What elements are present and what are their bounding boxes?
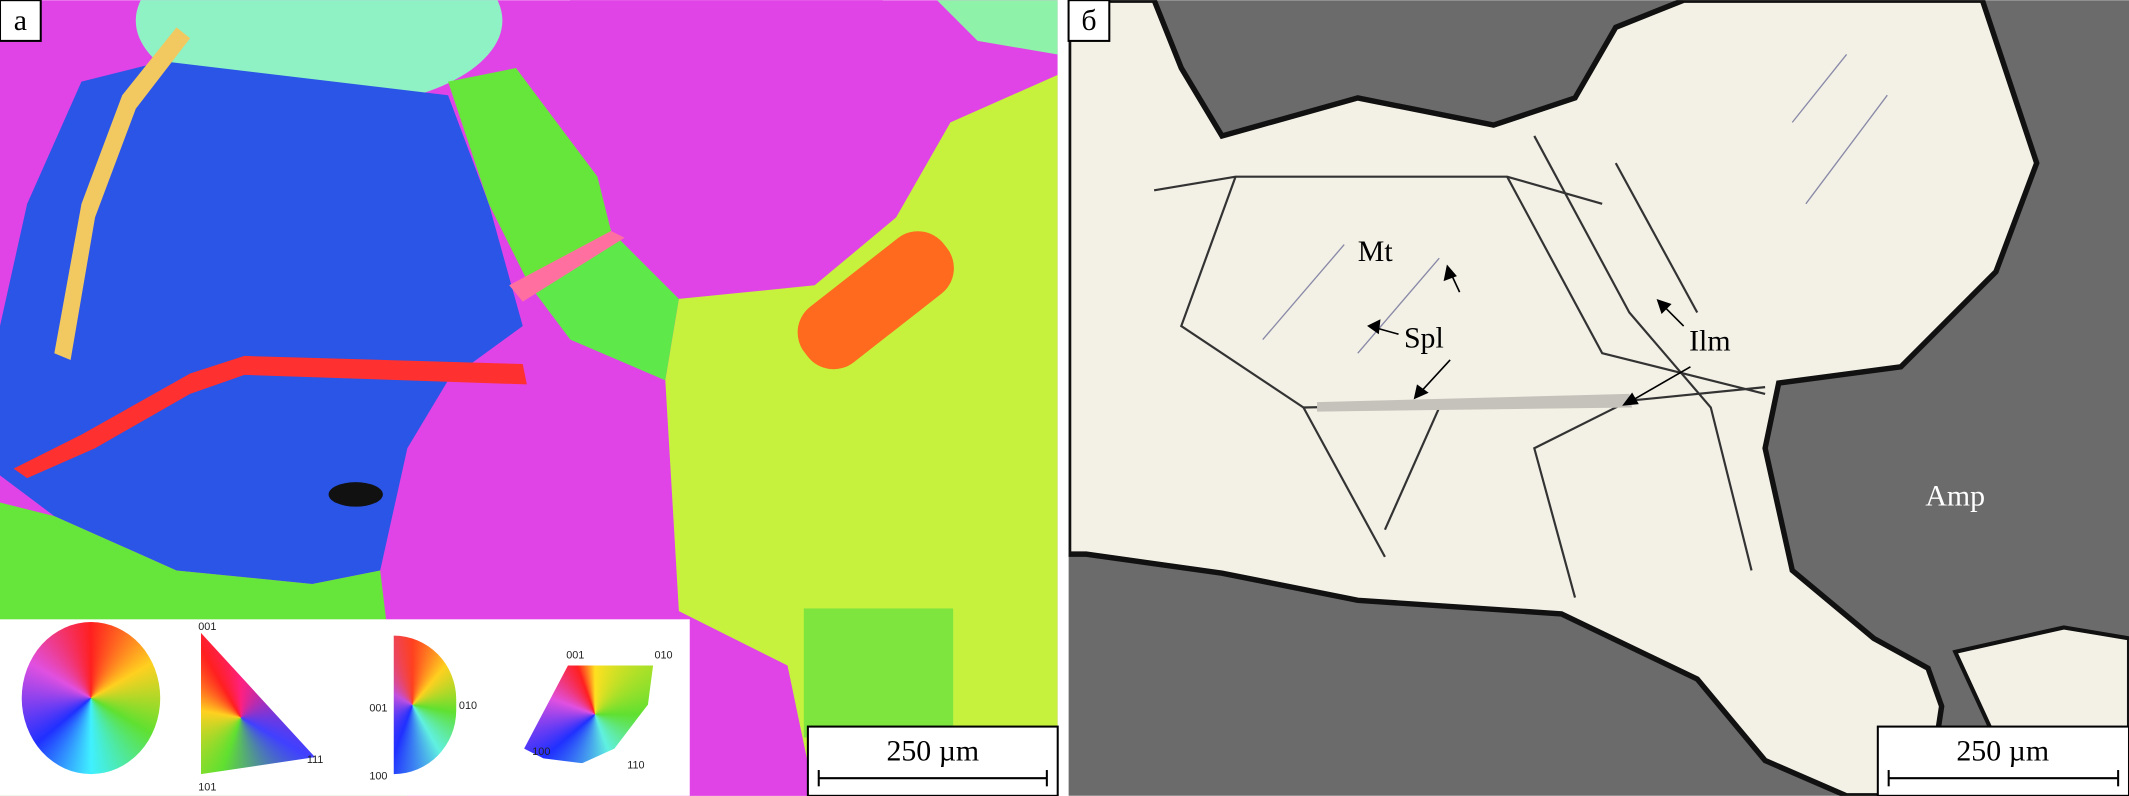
sector-label-100: 100 — [532, 746, 550, 758]
yellow-vein — [54, 27, 191, 360]
spinel-lamellae — [1262, 54, 1888, 354]
ipf-triangle-key — [200, 632, 316, 775]
panel-b-label: б — [1067, 0, 1111, 42]
grain-green-center — [448, 68, 612, 286]
cracks — [1153, 135, 1766, 598]
grain-top-right-mint — [936, 0, 1058, 55]
grain-orange — [797, 231, 954, 370]
magnetite-small-grain — [1952, 625, 2129, 743]
ipf-circle-key — [21, 622, 161, 775]
sector-label-010: 010 — [654, 650, 672, 662]
triangle-label-001: 001 — [198, 621, 216, 633]
panel-b-micrograph: Mt Spl Ilm Amp — [1068, 0, 2129, 796]
ilmenite-lamella — [1317, 393, 1633, 412]
ipf-half-disc-key — [393, 635, 457, 775]
svg-text:а: а — [14, 4, 27, 37]
half-disc-label-001: 001 — [369, 703, 387, 715]
sector-label-110: 110 — [627, 760, 644, 772]
ipf-color-key-legend: 001 101 111 001 010 100 001 010 100 110 — [0, 619, 690, 796]
label-mt: Mt — [1358, 235, 1394, 268]
grain-blue — [0, 61, 523, 585]
grain-yellow-green — [665, 74, 1058, 796]
annotation-arrows — [1367, 264, 1691, 406]
sector-label-001: 001 — [566, 650, 584, 662]
panel-a-label: а — [0, 0, 42, 42]
grain-magenta-top — [515, 0, 951, 299]
red-vein — [13, 355, 527, 479]
half-disc-label-100: 100 — [369, 771, 387, 783]
svg-text:б: б — [1081, 4, 1096, 37]
half-disc-label-010: 010 — [459, 700, 477, 712]
label-amp: Amp — [1925, 479, 1985, 512]
label-ilm: Ilm — [1689, 324, 1730, 357]
pink-vein — [509, 230, 625, 302]
svg-text:250 µm: 250 µm — [886, 735, 979, 768]
triangle-label-111: 111 — [307, 754, 324, 766]
label-spl: Spl — [1404, 322, 1444, 355]
panel-b-scale-bar: 250 µm — [1876, 725, 2129, 796]
void-black — [328, 482, 383, 507]
triangle-label-101: 101 — [198, 781, 216, 793]
grain-green-bottom-right — [803, 608, 954, 738]
panel-a-scale-bar: 250 µm — [806, 725, 1059, 796]
svg-text:250 µm: 250 µm — [1956, 735, 2049, 768]
